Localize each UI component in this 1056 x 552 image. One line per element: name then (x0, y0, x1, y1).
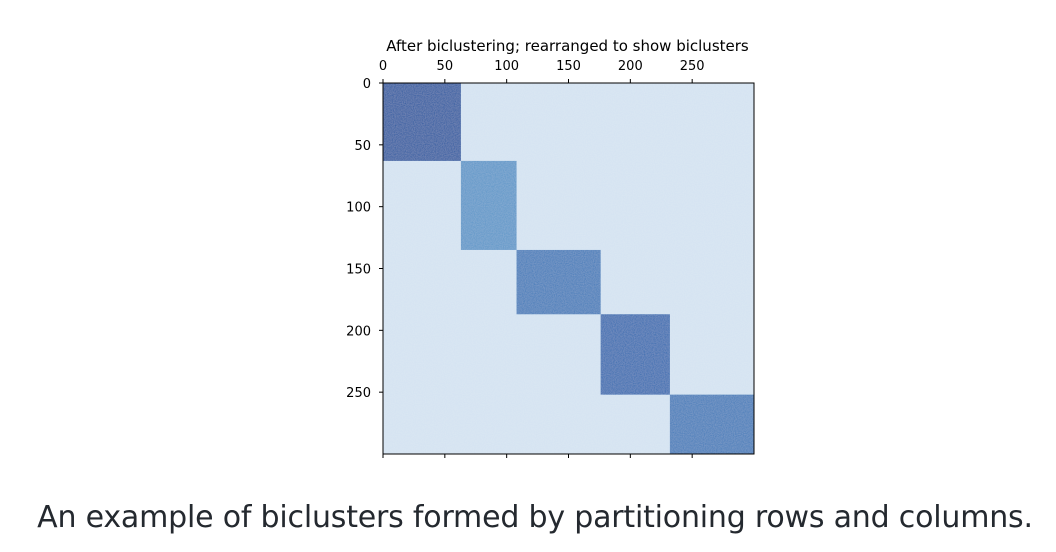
heatmap-axes: 0 50 100 150 200 250 0 50 100 150 200 250 (346, 59, 755, 458)
x-tick-label: 50 (437, 59, 454, 74)
bicluster-block-2 (460, 160, 517, 250)
bicluster-block-1 (383, 83, 461, 161)
bicluster-block-4 (600, 314, 670, 395)
y-tick-label: 100 (346, 201, 371, 216)
chart-title: After biclustering; rearranged to show b… (386, 37, 749, 55)
x-tick-label: 100 (494, 59, 519, 74)
y-tick-label: 0 (363, 77, 371, 92)
bicluster-block-5 (669, 394, 754, 454)
x-tick-label: 200 (618, 59, 643, 74)
x-tick-label: 150 (556, 59, 581, 74)
y-tick-label: 200 (346, 324, 371, 339)
figure-caption: An example of biclusters formed by parti… (37, 500, 1033, 535)
x-tick-label: 0 (379, 59, 387, 74)
y-tick-label: 150 (346, 263, 371, 278)
y-tick-label: 250 (346, 386, 371, 401)
heatmap-plot (383, 83, 754, 454)
bicluster-block-3 (516, 249, 601, 315)
x-tick-label: 250 (680, 59, 705, 74)
y-tick-label: 50 (354, 139, 371, 154)
